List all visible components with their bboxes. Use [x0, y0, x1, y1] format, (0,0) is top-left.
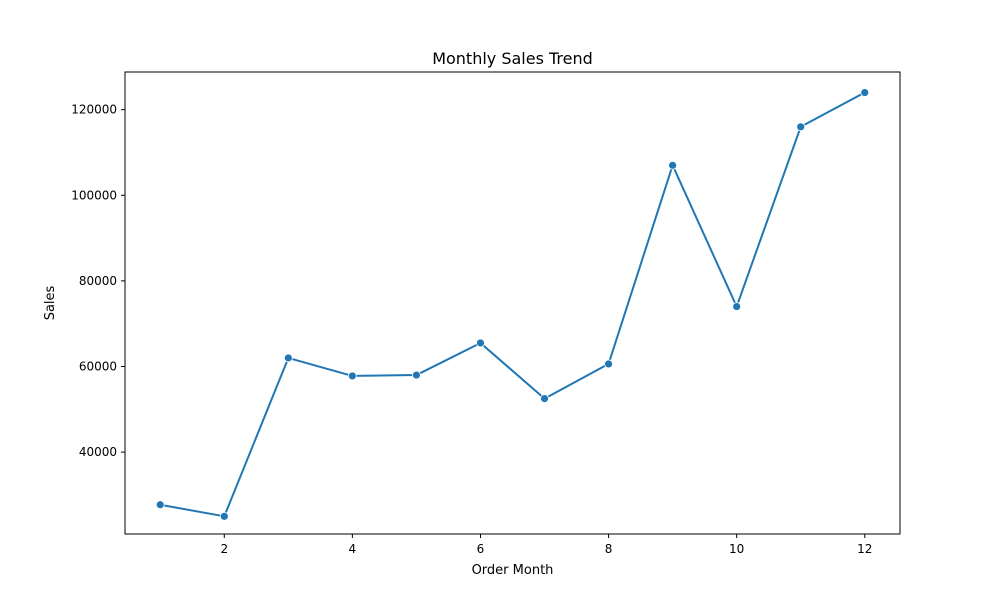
y-tick-label: 120000 — [71, 103, 117, 117]
data-point — [284, 354, 292, 362]
y-tick-label: 100000 — [71, 188, 117, 202]
chart-title: Monthly Sales Trend — [432, 49, 593, 68]
data-point — [669, 161, 677, 169]
data-point — [605, 360, 613, 368]
data-point — [861, 89, 869, 97]
x-tick-label: 4 — [349, 542, 357, 556]
data-point — [220, 512, 228, 520]
y-tick-label: 40000 — [79, 445, 117, 459]
data-point — [476, 339, 484, 347]
x-tick-label: 12 — [857, 542, 872, 556]
data-point — [156, 501, 164, 509]
x-tick-label: 10 — [729, 542, 744, 556]
x-axis-title: Order Month — [472, 563, 554, 578]
x-tick-label: 6 — [477, 542, 485, 556]
data-point — [733, 303, 741, 311]
x-tick-label: 8 — [605, 542, 613, 556]
data-point — [541, 395, 549, 403]
y-tick-label: 60000 — [79, 360, 117, 374]
y-tick-label: 80000 — [79, 274, 117, 288]
data-point — [797, 123, 805, 131]
x-tick-label: 2 — [220, 542, 228, 556]
data-point — [348, 372, 356, 380]
y-axis-title: Sales — [43, 285, 58, 320]
data-point — [412, 371, 420, 379]
